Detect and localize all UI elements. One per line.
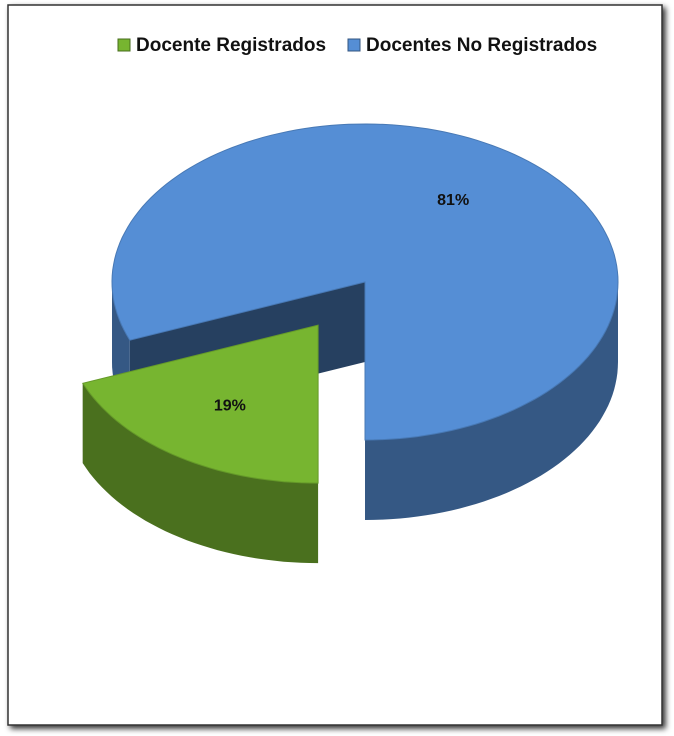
legend-swatch (117, 38, 131, 52)
slice-side (82, 383, 319, 564)
value-label: 81% (437, 192, 469, 209)
legend-text: Docente Registrados (136, 35, 326, 56)
value-label: 19% (214, 397, 246, 414)
pie-slice (81, 324, 319, 484)
pie-slice (111, 123, 619, 441)
legend-swatch (347, 38, 361, 52)
legend-text: Docentes No Registrados (366, 35, 597, 56)
slice-side (365, 282, 618, 520)
